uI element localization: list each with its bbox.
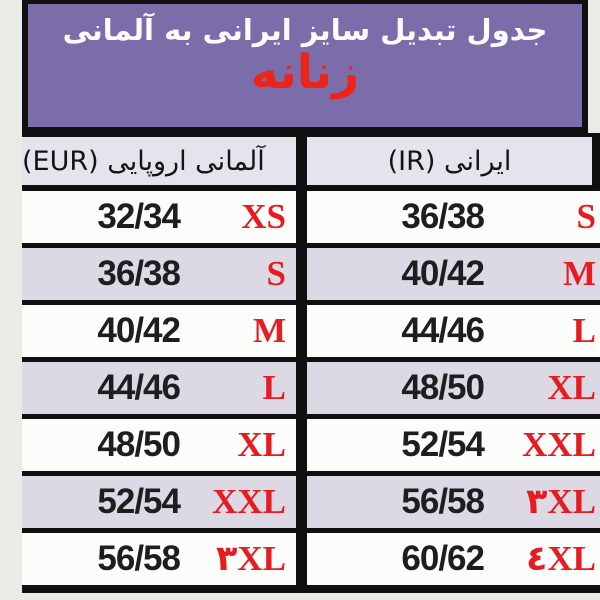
table-row: 48/50 XL 52/54 XXL	[22, 414, 600, 471]
eur-size-value: 40/42	[97, 311, 181, 350]
table-row: 52/54 XXL 56/58 ۳XL	[22, 471, 600, 528]
eur-size-value: 44/46	[97, 368, 181, 407]
ir-size-tag: S	[576, 197, 596, 236]
eur-cell: 48/50 XL	[22, 419, 296, 471]
ir-size-value: 44/46	[401, 311, 485, 350]
ir-size-tag: XXL	[522, 425, 596, 464]
column-divider	[296, 362, 307, 414]
ir-size-value: 56/58	[401, 482, 485, 521]
table-row: 44/46 L 48/50 XL	[22, 357, 600, 414]
table-row: 56/58 ۳XL 60/62 ٤XL	[22, 528, 600, 585]
ir-cell: 52/54 XXL	[307, 419, 600, 471]
title-banner: جدول تبدیل سایز ایرانی به آلمانی زنانه	[22, 0, 588, 133]
eur-size-tag: M	[252, 311, 286, 350]
eur-cell: 44/46 L	[22, 362, 296, 414]
column-divider	[296, 476, 307, 528]
eur-size-tag: S	[266, 254, 286, 293]
table-rows: 32/34 XS 36/38 S 36/38 S 40/42 M 40/42 M 44/46 L 44/…	[22, 191, 600, 593]
column-divider	[296, 533, 307, 585]
eur-size-value: 36/38	[97, 254, 181, 293]
column-divider	[296, 191, 307, 243]
ir-size-value: 48/50	[401, 368, 485, 407]
ir-size-tag: ۳XL	[526, 482, 596, 521]
page-subtitle: زنانه	[250, 45, 360, 100]
column-header-ir: ایرانی (IR)	[387, 145, 512, 177]
eur-size-tag: XXL	[212, 482, 286, 521]
eur-cell: 52/54 XXL	[22, 476, 296, 528]
ir-cell: 48/50 XL	[307, 362, 600, 414]
table-row: 36/38 S 40/42 M	[22, 243, 600, 300]
eur-size-value: 32/34	[97, 197, 181, 236]
eur-cell: 36/38 S	[22, 248, 296, 300]
column-header-eur: آلمانی اروپایی (EUR)	[22, 145, 265, 177]
page-title: جدول تبدیل سایز ایرانی به آلمانی	[62, 13, 548, 47]
size-conversion-table: آلمانی اروپایی (EUR) ایرانی (IR) 32/34 XS…	[22, 133, 600, 593]
ir-cell: 40/42 M	[307, 248, 600, 300]
ir-size-tag: ٤XL	[526, 539, 596, 578]
table-row: 32/34 XS 36/38 S	[22, 191, 600, 243]
eur-cell: 32/34 XS	[22, 191, 296, 243]
column-divider	[296, 248, 307, 300]
eur-cell: 40/42 M	[22, 305, 296, 357]
ir-size-tag: XL	[547, 368, 596, 407]
table-row: 40/42 M 44/46 L	[22, 300, 600, 357]
ir-cell: 60/62 ٤XL	[307, 533, 600, 585]
eur-cell: 56/58 ۳XL	[22, 533, 296, 585]
eur-size-value: 56/58	[97, 539, 181, 578]
eur-size-tag: XS	[241, 197, 286, 236]
ir-cell: 36/38 S	[307, 191, 600, 243]
ir-size-tag: M	[562, 254, 596, 293]
column-divider	[296, 419, 307, 471]
ir-cell: 56/58 ۳XL	[307, 476, 600, 528]
ir-size-value: 52/54	[401, 425, 485, 464]
eur-size-tag: ۳XL	[216, 539, 286, 578]
eur-size-tag: L	[262, 368, 286, 407]
ir-size-value: 60/62	[401, 539, 485, 578]
ir-size-value: 36/38	[401, 197, 485, 236]
column-divider	[296, 137, 307, 185]
eur-size-tag: XL	[237, 425, 286, 464]
eur-size-value: 52/54	[97, 482, 181, 521]
eur-size-value: 48/50	[97, 425, 181, 464]
ir-size-tag: L	[572, 311, 596, 350]
ir-size-value: 40/42	[401, 254, 485, 293]
ir-cell: 44/46 L	[307, 305, 600, 357]
column-divider	[296, 305, 307, 357]
table-header-row: آلمانی اروپایی (EUR) ایرانی (IR)	[22, 133, 600, 191]
